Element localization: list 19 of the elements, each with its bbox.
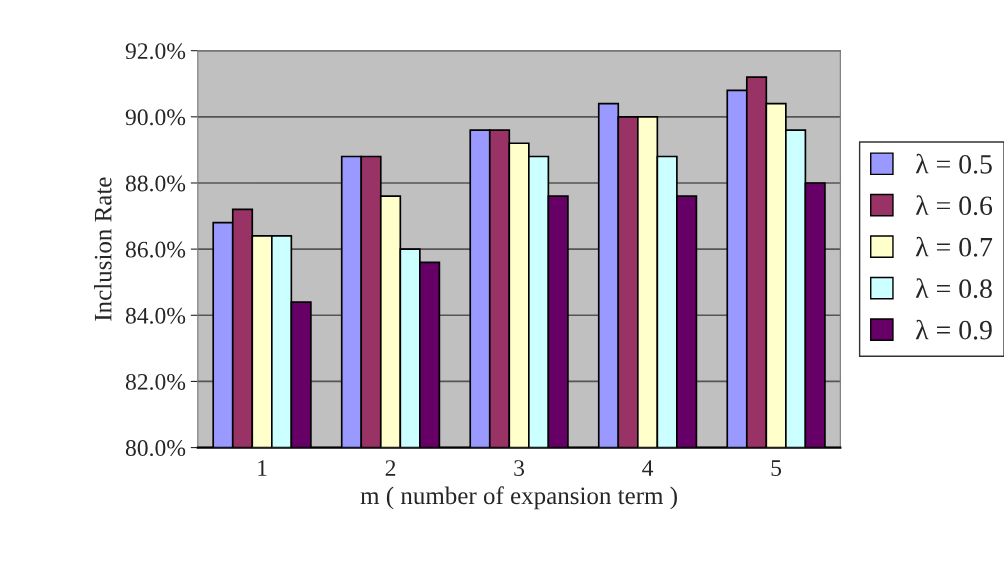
legend-label: λ = 0.7 xyxy=(915,236,993,257)
y-tick-label: 88.0% xyxy=(125,175,186,192)
y-tick-label: 90.0% xyxy=(125,109,186,126)
x-tick-label: 5 xyxy=(771,460,782,477)
legend-label: λ = 0.6 xyxy=(915,195,993,216)
y-tick-label: 86.0% xyxy=(125,241,186,258)
x-tick-label: 3 xyxy=(514,460,525,477)
x-tick-label: 2 xyxy=(385,460,396,476)
y-tick-label: 84.0% xyxy=(125,307,186,324)
legend-label: λ = 0.9 xyxy=(915,319,992,340)
legend-label: λ = 0.8 xyxy=(915,278,992,299)
y-axis-title: Inclusion Rate xyxy=(93,177,112,321)
legend-label: λ = 0.5 xyxy=(915,153,992,174)
x-tick-label: 1 xyxy=(258,460,267,476)
y-tick-label: 92.0% xyxy=(125,43,186,60)
x-tick-label: 4 xyxy=(642,460,654,476)
y-tick-label: 82.0% xyxy=(125,373,186,390)
y-tick-label: 80.0% xyxy=(125,440,186,457)
x-axis-title: m ( number of expansion term ) xyxy=(360,486,677,510)
